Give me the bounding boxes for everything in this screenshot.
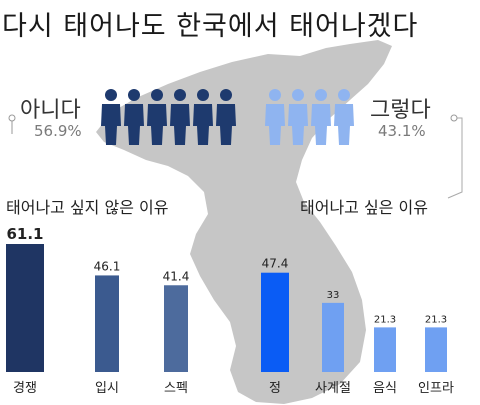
value-label: 47.4 — [262, 257, 289, 271]
left-chart-title: 태어나고 싶지 않은 이유 — [6, 198, 169, 217]
person-icon — [124, 89, 144, 145]
category-label: 경쟁 — [13, 381, 37, 396]
category-label: 정 — [269, 381, 281, 396]
value-label: 41.4 — [163, 269, 190, 283]
person-icon — [193, 89, 213, 145]
bar-인프라 — [425, 327, 447, 372]
right-connector-dot — [450, 114, 458, 122]
bar-정 — [261, 272, 289, 372]
category-label: 인프라 — [418, 381, 454, 396]
person-icon — [147, 89, 167, 145]
no-people-group — [100, 88, 237, 146]
page-title: 다시 태어나도 한국에서 태어나겠다 — [2, 11, 419, 42]
value-label: 21.3 — [374, 314, 396, 325]
right-chart-title: 태어나고 싶은 이유 — [300, 198, 428, 217]
right-connector — [447, 117, 463, 199]
yes-label: 그렇다 — [370, 98, 431, 123]
bar-사계절 — [322, 302, 344, 372]
person-icon — [170, 89, 190, 145]
bar-입시 — [95, 275, 119, 372]
value-label: 46.1 — [94, 259, 121, 273]
no-percent: 56.9% — [34, 122, 82, 140]
bar-경쟁 — [6, 244, 44, 372]
left-connector-dot — [8, 114, 16, 122]
no-label: 아니다 — [20, 98, 81, 123]
category-label: 스펙 — [164, 381, 188, 396]
person-icon — [265, 89, 285, 145]
category-label: 입시 — [95, 381, 119, 396]
category-label: 음식 — [373, 381, 397, 396]
value-label: 61.1 — [6, 225, 43, 243]
yes-people-group — [264, 88, 355, 146]
person-icon — [288, 89, 308, 145]
bar-스펙 — [164, 285, 188, 372]
category-label: 사계절 — [315, 381, 351, 396]
value-label: 21.3 — [425, 314, 447, 325]
person-icon — [101, 89, 121, 145]
bar-음식 — [374, 327, 396, 372]
person-icon — [334, 89, 354, 145]
yes-percent: 43.1% — [378, 122, 426, 140]
value-label: 33 — [327, 290, 340, 301]
person-icon — [216, 89, 236, 145]
person-icon — [311, 89, 331, 145]
